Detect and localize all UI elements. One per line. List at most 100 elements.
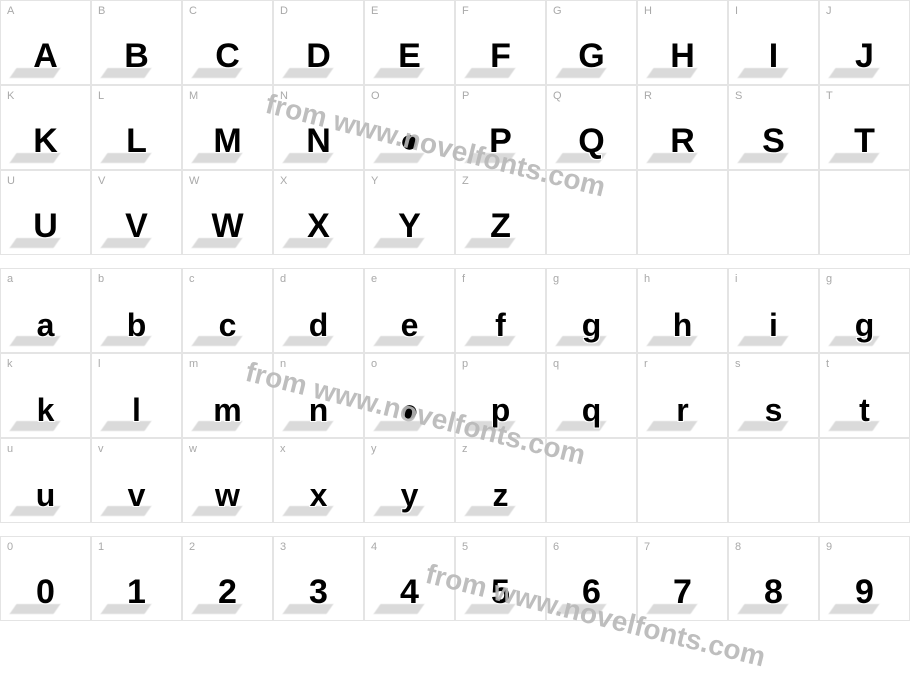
glyph-cell: 33	[273, 536, 364, 621]
key-label: e	[371, 273, 377, 285]
key-label: S	[735, 90, 742, 102]
glyph-cell: kk	[0, 353, 91, 438]
glyph-cell: rr	[637, 353, 728, 438]
glyph-row: 00112233445566778899	[0, 536, 911, 621]
glyph-cell: gg	[819, 268, 910, 353]
key-label: Z	[462, 175, 469, 187]
key-label: 9	[826, 541, 832, 553]
key-label: X	[280, 175, 287, 187]
glyph-cell: zz	[455, 438, 546, 523]
glyph-row: kkllmmnno●ppqqrrsstt	[0, 353, 911, 438]
glyph-cell: VV	[91, 170, 182, 255]
key-label: F	[462, 5, 469, 17]
key-label: P	[462, 90, 469, 102]
glyph: T	[854, 122, 875, 161]
key-label: O	[371, 90, 380, 102]
glyph: n	[309, 392, 329, 429]
glyph: m	[213, 392, 241, 429]
key-label: R	[644, 90, 652, 102]
key-label: G	[553, 5, 562, 17]
glyph-cell: xx	[273, 438, 364, 523]
glyph: h	[673, 307, 693, 344]
glyph-cell: bb	[91, 268, 182, 353]
glyph: g	[582, 307, 602, 344]
glyph-cell: hh	[637, 268, 728, 353]
key-label: g	[553, 273, 559, 285]
glyph: z	[493, 477, 509, 514]
glyph-cell: 22	[182, 536, 273, 621]
glyph-cell: LL	[91, 85, 182, 170]
glyph-cell-empty	[819, 170, 910, 255]
key-label: z	[462, 443, 468, 455]
key-label: d	[280, 273, 286, 285]
glyph-cell: pp	[455, 353, 546, 438]
section-uppercase: AABBCCDDEEFFGGHHIIJJKKLLMMNNO●PPQQRRSSTT…	[0, 0, 911, 255]
glyph-row: uuvvwwxxyyzz	[0, 438, 911, 523]
glyph-cell: o●	[364, 353, 455, 438]
glyph-cell: 66	[546, 536, 637, 621]
glyph: F	[490, 37, 511, 76]
section-digits: 00112233445566778899	[0, 536, 911, 621]
glyph: S	[762, 122, 785, 161]
key-label: T	[826, 90, 833, 102]
glyph-cell: 88	[728, 536, 819, 621]
glyph-cell: gg	[546, 268, 637, 353]
glyph-cell: XX	[273, 170, 364, 255]
glyph: 5	[491, 573, 510, 612]
glyph-cell-empty	[546, 438, 637, 523]
glyph: x	[310, 477, 328, 514]
key-label: c	[189, 273, 195, 285]
glyph: g	[855, 307, 875, 344]
glyph-cell: cc	[182, 268, 273, 353]
glyph-cell: ss	[728, 353, 819, 438]
glyph: t	[859, 392, 870, 429]
glyph-cell: dd	[273, 268, 364, 353]
glyph-cell: 11	[91, 536, 182, 621]
glyph: Z	[490, 207, 511, 246]
key-label: 2	[189, 541, 195, 553]
glyph: J	[855, 37, 874, 76]
key-label: 5	[462, 541, 468, 553]
key-label: H	[644, 5, 652, 17]
key-label: g	[826, 273, 832, 285]
glyph-cell: BB	[91, 0, 182, 85]
glyph-cell: yy	[364, 438, 455, 523]
glyph: Q	[578, 122, 604, 161]
glyph-cell: ii	[728, 268, 819, 353]
glyph: L	[126, 122, 147, 161]
key-label: 1	[98, 541, 104, 553]
glyph-row: AABBCCDDEEFFGGHHIIJJ	[0, 0, 911, 85]
font-character-map: AABBCCDDEEFFGGHHIIJJKKLLMMNNO●PPQQRRSSTT…	[0, 0, 911, 668]
glyph: 3	[309, 573, 328, 612]
glyph: V	[125, 207, 148, 246]
key-label: s	[735, 358, 741, 370]
glyph: v	[128, 477, 146, 514]
key-label: Q	[553, 90, 562, 102]
key-label: J	[826, 5, 832, 17]
glyph: b	[127, 307, 147, 344]
glyph: u	[36, 477, 56, 514]
glyph-cell-empty	[637, 438, 728, 523]
key-label: l	[98, 358, 100, 370]
glyph-cell: 99	[819, 536, 910, 621]
glyph: r	[676, 392, 688, 429]
glyph: M	[213, 122, 241, 161]
glyph-cell: PP	[455, 85, 546, 170]
glyph-cell: 44	[364, 536, 455, 621]
key-label: K	[7, 90, 14, 102]
key-label: W	[189, 175, 199, 187]
glyph: P	[489, 122, 512, 161]
key-label: q	[553, 358, 559, 370]
key-label: V	[98, 175, 105, 187]
key-label: A	[7, 5, 14, 17]
glyph-cell: FF	[455, 0, 546, 85]
section-gap	[0, 523, 911, 536]
glyph: C	[215, 37, 240, 76]
glyph: k	[37, 392, 55, 429]
key-label: p	[462, 358, 468, 370]
glyph: ●	[399, 122, 420, 161]
glyph-cell: NN	[273, 85, 364, 170]
glyph-cell-empty	[728, 438, 819, 523]
key-label: o	[371, 358, 377, 370]
glyph-cell: RR	[637, 85, 728, 170]
